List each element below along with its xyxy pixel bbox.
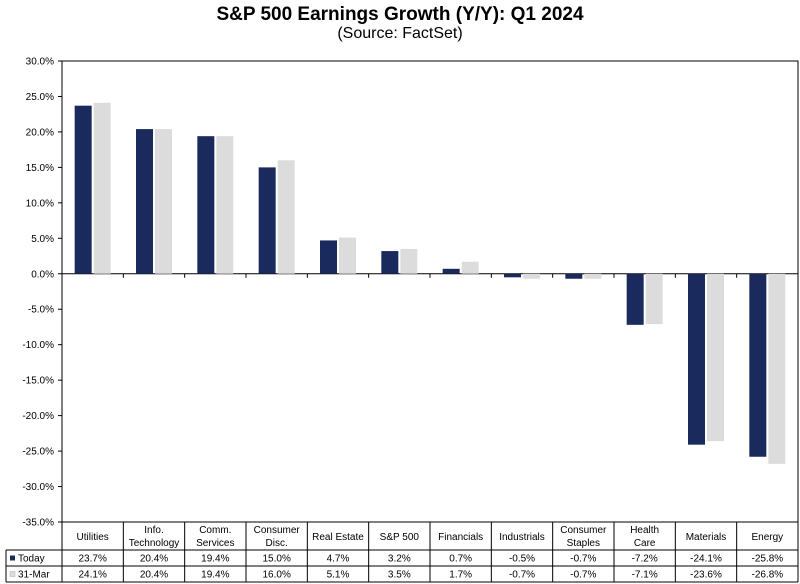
data-label: 3.5% bbox=[388, 570, 411, 581]
bar-31-mar bbox=[339, 237, 356, 274]
bar-today bbox=[258, 167, 276, 274]
data-label: 0.7% bbox=[449, 554, 472, 565]
data-label: 5.1% bbox=[327, 570, 350, 581]
bar-31-mar bbox=[277, 160, 295, 274]
data-label: -25.8% bbox=[751, 554, 783, 565]
data-label: 15.0% bbox=[262, 554, 290, 565]
y-tick-label: 0.0% bbox=[31, 269, 54, 280]
x-category-label: Financials bbox=[438, 532, 483, 543]
bar-31-mar bbox=[768, 273, 786, 464]
x-category-label: Consumer bbox=[560, 525, 607, 536]
chart-subtitle: (Source: FactSet) bbox=[337, 25, 463, 42]
x-category-label: Services bbox=[196, 538, 234, 549]
x-category-label: Staples bbox=[567, 538, 600, 549]
data-label: -26.8% bbox=[751, 570, 783, 581]
bar-today bbox=[381, 251, 399, 274]
x-category-label: Technology bbox=[129, 538, 180, 549]
bar-today bbox=[504, 273, 521, 278]
data-label: -0.7% bbox=[509, 570, 535, 581]
bar-31-mar bbox=[584, 273, 602, 279]
bar-today bbox=[626, 273, 644, 325]
x-category-label: Utilities bbox=[77, 532, 109, 543]
data-label: -0.7% bbox=[570, 554, 596, 565]
y-tick-label: 25.0% bbox=[26, 92, 54, 103]
bar-31-mar bbox=[461, 261, 479, 274]
data-label: 3.2% bbox=[388, 554, 411, 565]
data-label: 20.4% bbox=[140, 554, 168, 565]
x-category-label: S&P 500 bbox=[380, 532, 420, 543]
x-category-label: Real Estate bbox=[312, 532, 364, 543]
bar-31-mar bbox=[645, 273, 663, 325]
y-tick-label: -35.0% bbox=[22, 518, 54, 529]
data-label: 19.4% bbox=[201, 570, 229, 581]
bar-31-mar bbox=[523, 273, 540, 279]
legend-key-today bbox=[10, 555, 15, 561]
x-category-label: Info. bbox=[144, 525, 163, 536]
bar-31-mar bbox=[707, 273, 724, 442]
chart-title: S&P 500 Earnings Growth (Y/Y): Q1 2024 bbox=[216, 4, 584, 25]
data-label: 16.0% bbox=[262, 570, 290, 581]
legend-series-name: 31-Mar bbox=[18, 570, 50, 581]
bar-today bbox=[688, 273, 705, 445]
bar-today bbox=[565, 273, 583, 279]
x-category-label: Care bbox=[634, 538, 656, 549]
data-label: 20.4% bbox=[140, 570, 168, 581]
legend-key-31-mar bbox=[9, 571, 16, 577]
bar-today bbox=[197, 136, 215, 274]
data-label: 24.1% bbox=[78, 570, 106, 581]
y-tick-label: 30.0% bbox=[26, 57, 54, 68]
y-tick-label: -15.0% bbox=[22, 376, 54, 387]
data-label: -0.7% bbox=[570, 570, 596, 581]
y-tick-label: 10.0% bbox=[26, 198, 54, 209]
data-label: -23.6% bbox=[690, 570, 722, 581]
data-label: 19.4% bbox=[201, 554, 229, 565]
bar-31-mar bbox=[93, 102, 111, 274]
data-label: -7.2% bbox=[632, 554, 658, 565]
data-label: -0.5% bbox=[509, 554, 535, 565]
bar-31-mar bbox=[400, 248, 418, 274]
y-tick-label: -5.0% bbox=[28, 305, 54, 316]
y-tick-label: 5.0% bbox=[31, 234, 54, 245]
data-label: 1.7% bbox=[449, 570, 472, 581]
y-tick-label: 15.0% bbox=[26, 163, 54, 174]
data-label: 4.7% bbox=[327, 554, 350, 565]
y-tick-label: 20.0% bbox=[26, 127, 54, 138]
x-category-label: Consumer bbox=[254, 525, 301, 536]
bar-today bbox=[749, 273, 767, 457]
x-category-label: Disc. bbox=[266, 538, 288, 549]
data-label: 23.7% bbox=[78, 554, 106, 565]
x-category-label: Industrials bbox=[499, 532, 545, 543]
y-tick-label: -25.0% bbox=[22, 447, 54, 458]
x-category-label: Comm. bbox=[199, 525, 231, 536]
bar-31-mar bbox=[155, 129, 172, 274]
x-category-label: Health bbox=[630, 525, 659, 536]
y-tick-label: -10.0% bbox=[22, 340, 54, 351]
bar-today bbox=[320, 240, 337, 274]
bar-31-mar bbox=[216, 136, 234, 274]
x-category-label: Energy bbox=[751, 532, 783, 543]
y-tick-label: -30.0% bbox=[22, 482, 54, 493]
bar-today bbox=[74, 105, 92, 274]
bar-today bbox=[136, 129, 153, 274]
x-category-label: Materials bbox=[686, 532, 727, 543]
bar-today bbox=[442, 268, 460, 274]
y-tick-label: -20.0% bbox=[22, 411, 54, 422]
data-label: -7.1% bbox=[632, 570, 658, 581]
data-label: -24.1% bbox=[690, 554, 722, 565]
plot-area bbox=[61, 60, 799, 523]
legend-series-name: Today bbox=[18, 554, 45, 565]
